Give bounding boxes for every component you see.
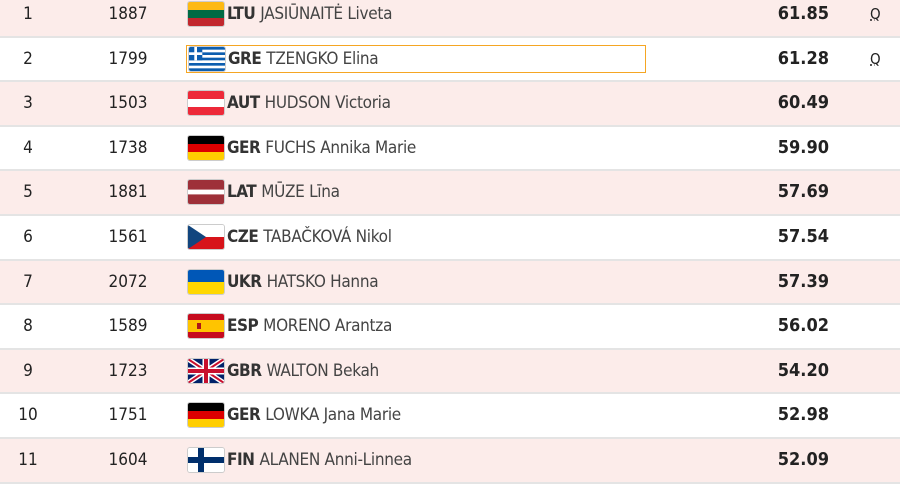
athlete-cell[interactable]: ESP MORENO Arantza — [186, 312, 646, 340]
result-mark: 59.90 — [777, 136, 829, 158]
spain-flag-icon — [188, 314, 224, 339]
table-row[interactable]: 4 1738 GER FUCHS Annika Marie 59.90 — [0, 126, 900, 172]
bib-number: 1589 — [108, 316, 148, 337]
athlete-name[interactable]: HUDSON Victoria — [264, 93, 391, 114]
country-code: GRE — [228, 48, 262, 69]
country-code: GBR — [227, 360, 262, 381]
athlete-cell[interactable]: LAT MŪZE Līna — [186, 178, 646, 206]
athlete-name[interactable]: WALTON Bekah — [266, 360, 379, 381]
bib-number: 1604 — [108, 449, 148, 470]
athlete-cell[interactable]: GRE TZENGKO Elina — [186, 44, 646, 73]
result-mark: 57.54 — [777, 225, 829, 247]
bib-number: 1887 — [108, 4, 148, 24]
athlete-cell[interactable]: UKR HATSKO Hanna — [186, 268, 646, 296]
rank: 8 — [23, 316, 33, 337]
athlete-name[interactable]: HATSKO Hanna — [266, 271, 379, 292]
country-code: AUT — [227, 93, 260, 114]
table-row[interactable]: 11 1604 FIN ALANEN Anni-Linnea 52.09 — [0, 438, 900, 484]
lithuania-flag-icon — [188, 2, 224, 26]
table-row[interactable]: 5 1881 LAT MŪZE Līna 57.69 — [0, 171, 900, 216]
athlete-name[interactable]: MORENO Arantza — [263, 316, 393, 337]
table-row[interactable]: 8 1589 ESP MORENO Arantza 56.02 — [0, 305, 900, 350]
result-mark: 52.09 — [777, 448, 829, 470]
bib-number: 1881 — [108, 182, 148, 203]
bib-number: 1751 — [108, 405, 148, 426]
result-mark: 54.20 — [777, 359, 829, 381]
athlete-name[interactable]: TABAČKOVÁ Nikol — [263, 226, 392, 247]
athlete-cell[interactable]: GER LOWKA Jana Marie — [186, 401, 646, 429]
bib-number: 2072 — [108, 271, 148, 292]
result-mark: 60.49 — [777, 92, 829, 114]
result-mark: 57.69 — [777, 181, 829, 203]
finland-flag-icon — [188, 447, 224, 472]
uk-flag-icon — [188, 358, 224, 383]
bib-number: 1799 — [108, 48, 148, 69]
rank: 6 — [23, 226, 33, 247]
result-mark: 61.28 — [777, 47, 829, 69]
country-code: FIN — [227, 449, 255, 470]
austria-flag-icon — [188, 91, 224, 116]
table-row[interactable]: 1 1887 LTU JASIŪNAITĖ Liveta 61.85 Q — [0, 0, 900, 38]
qualified-badge[interactable]: Q — [870, 49, 881, 68]
athlete-name[interactable]: JASIŪNAITĖ Liveta — [260, 4, 393, 24]
country-code: ESP — [227, 316, 259, 337]
qualified-badge[interactable]: Q — [870, 5, 881, 23]
athlete-name[interactable]: LOWKA Jana Marie — [265, 405, 401, 426]
rank: 1 — [23, 4, 33, 24]
table-row[interactable]: 2 1799 GRE TZENGKO Elina 61.28 Q — [0, 37, 900, 83]
rank: 11 — [18, 449, 38, 470]
rank: 7 — [23, 271, 33, 292]
athlete-cell[interactable]: FIN ALANEN Anni-Linnea — [186, 446, 646, 474]
latvia-flag-icon — [188, 180, 224, 205]
bib-number: 1561 — [108, 226, 148, 247]
rank: 9 — [23, 360, 33, 381]
athlete-cell[interactable]: LTU JASIŪNAITĖ Liveta — [186, 0, 646, 28]
bib-number: 1723 — [108, 360, 148, 381]
result-mark: 61.85 — [777, 3, 829, 24]
ukraine-flag-icon — [188, 269, 224, 294]
rank: 5 — [23, 182, 33, 203]
czechia-flag-icon — [188, 224, 224, 249]
country-code: GER — [227, 137, 261, 158]
table-row[interactable]: 9 1723 GBR WALTON Bekah 54.20 — [0, 349, 900, 395]
athlete-name[interactable]: MŪZE Līna — [261, 182, 340, 203]
athlete-cell[interactable]: GER FUCHS Annika Marie — [186, 134, 646, 162]
bib-number: 1738 — [108, 137, 148, 158]
germany-flag-icon — [188, 403, 224, 428]
table-row[interactable]: 3 1503 AUT HUDSON Victoria 60.49 — [0, 82, 900, 127]
table-row[interactable]: 7 2072 UKR HATSKO Hanna 57.39 — [0, 260, 900, 306]
country-code: GER — [227, 405, 261, 426]
table-row[interactable]: 10 1751 GER LOWKA Jana Marie 52.98 — [0, 394, 900, 439]
athlete-cell[interactable]: GBR WALTON Bekah — [186, 357, 646, 385]
result-mark: 57.39 — [777, 270, 829, 292]
result-mark: 52.98 — [777, 404, 829, 426]
germany-flag-icon — [188, 135, 224, 160]
rank: 3 — [23, 93, 33, 114]
country-code: UKR — [227, 271, 262, 292]
table-row[interactable]: 6 1561 CZE TABAČKOVÁ Nikol 57.54 — [0, 215, 900, 261]
athlete-name[interactable]: TZENGKO Elina — [266, 48, 379, 69]
athlete-name[interactable]: ALANEN Anni-Linnea — [259, 449, 412, 470]
country-code: CZE — [227, 226, 259, 247]
athlete-name[interactable]: FUCHS Annika Marie — [265, 137, 417, 158]
country-code: LTU — [227, 4, 256, 24]
greece-flag-icon — [189, 46, 225, 71]
rank: 4 — [23, 137, 33, 158]
result-mark: 56.02 — [777, 315, 829, 337]
athlete-cell[interactable]: AUT HUDSON Victoria — [186, 89, 646, 117]
rank: 10 — [18, 405, 38, 426]
bib-number: 1503 — [108, 93, 148, 114]
country-code: LAT — [227, 182, 257, 203]
athlete-cell[interactable]: CZE TABAČKOVÁ Nikol — [186, 223, 646, 251]
rank: 2 — [23, 48, 33, 69]
